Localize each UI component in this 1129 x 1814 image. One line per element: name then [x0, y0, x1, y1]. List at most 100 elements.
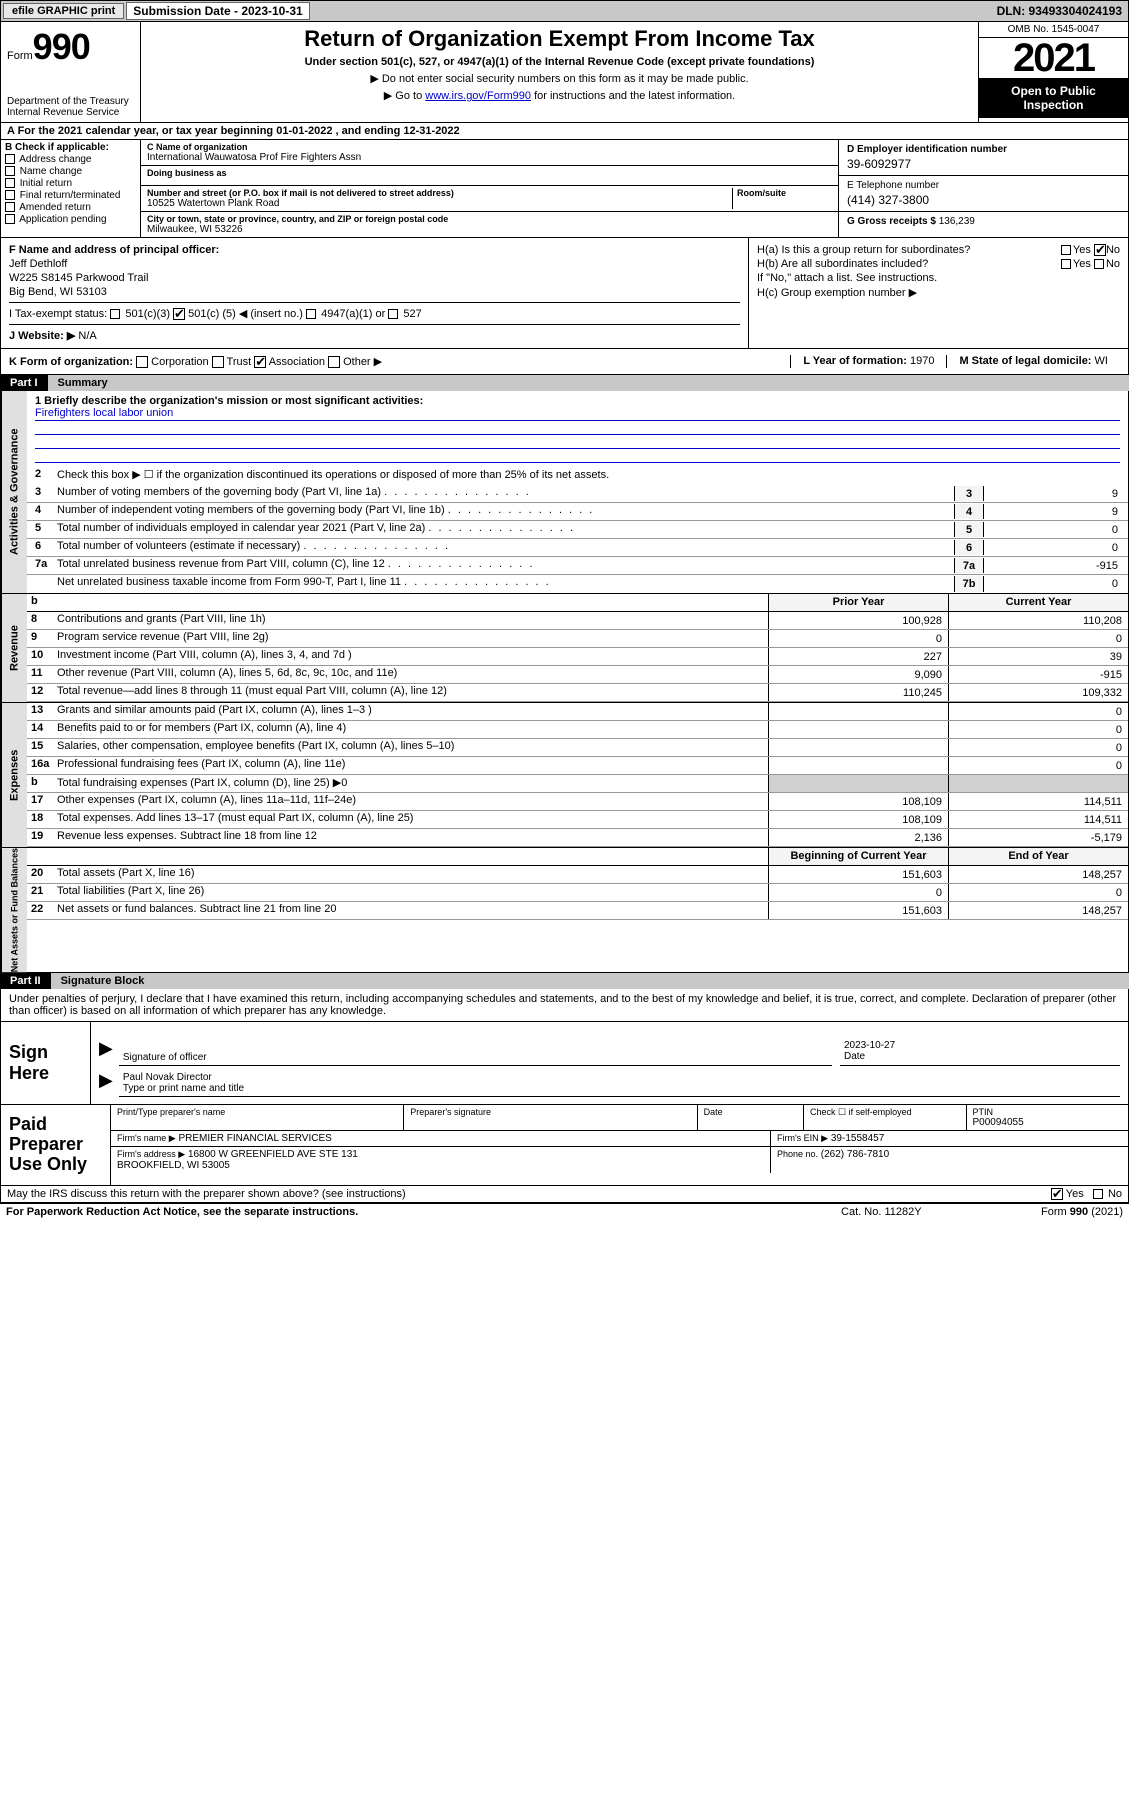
checkbox[interactable] — [5, 202, 15, 212]
firm-ein-label: Firm's EIN ▶ — [777, 1133, 828, 1143]
two-col-line: 21Total liabilities (Part X, line 26) 00 — [27, 884, 1128, 902]
summary-line: 6Total number of volunteers (estimate if… — [27, 539, 1128, 557]
part2-title: Signature Block — [51, 973, 1129, 989]
city-label: City or town, state or province, country… — [147, 214, 832, 224]
dept-treasury: Department of the Treasury — [7, 96, 134, 107]
two-col-line: 20Total assets (Part X, line 16) 151,603… — [27, 866, 1128, 884]
open-public-badge: Open to Public Inspection — [979, 78, 1128, 118]
summary-line: 4Number of independent voting members of… — [27, 503, 1128, 521]
section-k: K Form of organization: Corporation Trus… — [0, 349, 1129, 375]
check-applicable-item: Application pending — [5, 214, 136, 225]
ha-yes[interactable] — [1061, 245, 1071, 255]
two-col-line: 13Grants and similar amounts paid (Part … — [27, 703, 1128, 721]
chk-501c[interactable] — [173, 308, 185, 320]
header-left: Form990 Department of the Treasury Inter… — [1, 22, 141, 122]
discuss-yes[interactable] — [1051, 1188, 1063, 1200]
opt-527: 527 — [403, 308, 421, 320]
room-label: Room/suite — [737, 188, 832, 198]
addr-label: Number and street (or P.O. box if mail i… — [147, 188, 732, 198]
paid-preparer-label: Paid Preparer Use Only — [1, 1105, 111, 1184]
footer-right: Form 990 (2021) — [1041, 1206, 1123, 1218]
part1-num: Part I — [0, 375, 48, 391]
k-opt-chk[interactable] — [328, 356, 340, 368]
section-d: D Employer identification number 39-6092… — [838, 140, 1128, 237]
paid-preparer-block: Paid Preparer Use Only Print/Type prepar… — [0, 1105, 1129, 1185]
side-net: Net Assets or Fund Balances — [1, 848, 27, 972]
sign-date-label: Date — [844, 1051, 1116, 1062]
sig-officer-label: Signature of officer — [123, 1052, 828, 1063]
firm-addr1: 16800 W GREENFIELD AVE STE 131 — [188, 1149, 358, 1160]
officer-name: Jeff Dethloff — [9, 258, 740, 270]
officer-printed-name: Paul Novak Director — [123, 1072, 1116, 1083]
checkbox[interactable] — [5, 154, 15, 164]
dba-label: Doing business as — [147, 168, 832, 178]
activities-section: Activities & Governance 1 Briefly descri… — [0, 391, 1129, 594]
submission-date: Submission Date - 2023-10-31 — [126, 2, 309, 20]
end-year-header: End of Year — [948, 848, 1128, 865]
check-applicable-item: Address change — [5, 154, 136, 165]
side-expenses: Expenses — [1, 703, 27, 847]
mission-blank2 — [35, 435, 1120, 449]
irs-label: Internal Revenue Service — [7, 107, 134, 118]
opt-501c-pre: 501(c) ( — [188, 308, 226, 320]
efile-print-button[interactable]: efile GRAPHIC print — [3, 3, 124, 19]
website-value: N/A — [78, 330, 96, 342]
l-value: 1970 — [910, 355, 934, 367]
k-opt-chk[interactable] — [136, 356, 148, 368]
hb-yes[interactable] — [1061, 259, 1071, 269]
form-header: Form990 Department of the Treasury Inter… — [0, 22, 1129, 123]
form-number: 990 — [33, 26, 90, 67]
chk-501c3[interactable] — [110, 309, 120, 319]
two-col-line: 15Salaries, other compensation, employee… — [27, 739, 1128, 757]
part1-title: Summary — [48, 375, 1129, 391]
q1-label: 1 Briefly describe the organization's mi… — [35, 395, 1120, 407]
form-title: Return of Organization Exempt From Incom… — [151, 26, 968, 52]
section-i-label: I Tax-exempt status: — [9, 308, 107, 320]
prior-year-header: Prior Year — [768, 594, 948, 611]
org-address: 10525 Watertown Plank Road — [147, 198, 732, 209]
mission-blank3 — [35, 449, 1120, 463]
ha-no[interactable] — [1094, 244, 1106, 256]
hb-label: H(b) Are all subordinates included? — [757, 258, 928, 270]
sign-arrow1-icon: ▶ — [99, 1038, 113, 1066]
chk-527[interactable] — [388, 309, 398, 319]
section-b: B Check if applicable: Address change Na… — [1, 140, 141, 237]
two-col-line: bTotal fundraising expenses (Part IX, co… — [27, 775, 1128, 793]
org-name-label: C Name of organization — [147, 142, 832, 152]
ein-label: D Employer identification number — [847, 144, 1120, 155]
q2-text: Check this box ▶ ☐ if the organization d… — [57, 468, 1124, 481]
two-col-line: 16aProfessional fundraising fees (Part I… — [27, 757, 1128, 775]
side-activities: Activities & Governance — [1, 391, 27, 593]
sign-arrow2-icon: ▶ — [99, 1070, 113, 1097]
irs-form990-link[interactable]: www.irs.gov/Form990 — [425, 90, 531, 102]
header-right: OMB No. 1545-0047 2021 Open to Public In… — [978, 22, 1128, 122]
current-year-header: Current Year — [948, 594, 1128, 611]
checkbox[interactable] — [5, 190, 15, 200]
summary-line: 3Number of voting members of the governi… — [27, 485, 1128, 503]
checkbox[interactable] — [5, 166, 15, 176]
hb-no[interactable] — [1094, 259, 1104, 269]
checkbox[interactable] — [5, 178, 15, 188]
tax-year-begin: 01-01-2022 — [276, 125, 332, 137]
chk-4947[interactable] — [306, 309, 316, 319]
mission-text: Firefighters local labor union — [35, 407, 1120, 421]
footer-left: For Paperwork Reduction Act Notice, see … — [6, 1206, 841, 1218]
opt-4947: 4947(a)(1) or — [321, 308, 385, 320]
two-col-line: 22Net assets or fund balances. Subtract … — [27, 902, 1128, 920]
phone-value: (414) 327-3800 — [847, 193, 1120, 207]
k-opt-chk[interactable] — [212, 356, 224, 368]
side-revenue: Revenue — [1, 594, 27, 702]
two-col-line: 17Other expenses (Part IX, column (A), l… — [27, 793, 1128, 811]
discuss-no[interactable] — [1093, 1189, 1103, 1199]
header-center: Return of Organization Exempt From Incom… — [141, 22, 978, 122]
phone-label: E Telephone number — [847, 180, 1120, 191]
two-col-line: 9Program service revenue (Part VIII, lin… — [27, 630, 1128, 648]
m-label: M State of legal domicile: — [959, 355, 1091, 367]
section-a-pre: A For the 2021 calendar year, or tax yea… — [7, 125, 276, 137]
k-opt-chk[interactable] — [254, 356, 266, 368]
discuss-text: May the IRS discuss this return with the… — [7, 1188, 406, 1200]
checkbox[interactable] — [5, 214, 15, 224]
prep-name-label: Print/Type preparer's name — [117, 1107, 397, 1117]
officer-addr1: W225 S8145 Parkwood Trail — [9, 272, 740, 284]
opt-501c-post: ) ◀ (insert no.) — [232, 308, 303, 320]
